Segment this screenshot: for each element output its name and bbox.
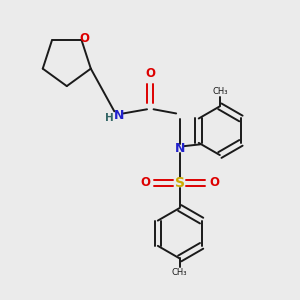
Text: O: O <box>209 176 220 189</box>
Text: O: O <box>145 67 155 80</box>
Text: CH₃: CH₃ <box>212 87 228 96</box>
Text: O: O <box>80 32 90 45</box>
Text: H: H <box>105 113 113 123</box>
Text: N: N <box>114 109 124 122</box>
Text: CH₃: CH₃ <box>172 268 188 277</box>
Text: N: N <box>175 142 185 155</box>
Text: O: O <box>140 176 150 189</box>
Text: S: S <box>175 176 185 190</box>
